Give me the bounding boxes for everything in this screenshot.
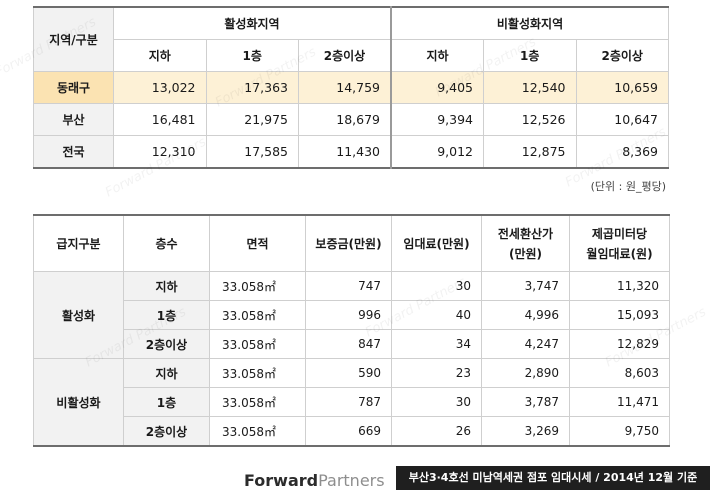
area-cell: 33.058㎡ xyxy=(209,329,306,359)
area-cell: 33.058㎡ xyxy=(209,358,306,388)
sub-header: 1층 xyxy=(483,39,577,72)
table-cell: 17,363 xyxy=(205,71,299,104)
jeonse-cell: 2,890 xyxy=(481,358,570,388)
caption-banner: 부산3·4호선 미남역세권 점포 임대시세 / 2014년 12월 기준 xyxy=(396,466,710,490)
group-label: 활성화 xyxy=(33,271,124,359)
rent-cell: 23 xyxy=(391,358,482,388)
sub-header: 2층이상 xyxy=(575,39,669,72)
table-row: 1층 33.058㎡ 996 40 4,996 15,093 xyxy=(34,300,670,330)
area-cell: 33.058㎡ xyxy=(209,387,306,417)
table-cell: 9,405 xyxy=(390,71,484,104)
per-m2-cell: 12,829 xyxy=(569,329,670,359)
sub-header: 지하 xyxy=(113,39,207,72)
deposit-cell: 747 xyxy=(305,271,392,301)
rent-cell: 30 xyxy=(391,387,482,417)
floor-label: 1층 xyxy=(123,387,210,417)
regional-rent-table: 지역/구분 활성화지역 비활성화지역 지하 1층 2층이상 지하 1층 2층이상… xyxy=(33,6,669,169)
table-cell: 16,481 xyxy=(113,103,207,136)
group-header-inactive: 비활성화지역 xyxy=(390,6,669,40)
region-label: 동래구 xyxy=(33,71,114,104)
floor-label: 지하 xyxy=(123,271,210,301)
col-header: 제곱미터당 월임대료(원) xyxy=(569,214,670,272)
floor-label: 2층이상 xyxy=(123,416,210,447)
per-m2-cell: 11,320 xyxy=(569,271,670,301)
table-cell: 12,875 xyxy=(483,135,577,169)
table-cell: 12,310 xyxy=(113,135,207,169)
table-row: 2층이상 33.058㎡ 847 34 4,247 12,829 xyxy=(34,329,670,359)
corner-label: 지역/구분 xyxy=(33,6,114,72)
table-cell: 9,394 xyxy=(390,103,484,136)
logo-light: Partners xyxy=(318,471,385,490)
logo-bold: Forward xyxy=(244,471,319,490)
table-cell: 10,659 xyxy=(575,71,669,104)
table-row: 부산 16,481 21,975 18,679 9,394 12,526 10,… xyxy=(33,103,669,136)
per-m2-cell: 9,750 xyxy=(569,416,670,447)
per-m2-cell: 11,471 xyxy=(569,387,670,417)
table-cell: 17,585 xyxy=(205,135,299,169)
area-cell: 33.058㎡ xyxy=(209,271,306,301)
table-row: 전국 12,310 17,585 11,430 9,012 12,875 8,3… xyxy=(33,135,669,169)
sub-header: 지하 xyxy=(390,39,484,72)
brand-logo: ForwardPartners xyxy=(244,471,385,490)
rent-cell: 40 xyxy=(391,300,482,330)
jeonse-cell: 3,747 xyxy=(481,271,570,301)
table-cell: 9,012 xyxy=(390,135,484,169)
floor-label: 1층 xyxy=(123,300,210,330)
deposit-cell: 669 xyxy=(305,416,392,447)
table-cell: 8,369 xyxy=(575,135,669,169)
deposit-cell: 787 xyxy=(305,387,392,417)
col-header: 보증금(만원) xyxy=(305,214,392,272)
region-label: 전국 xyxy=(33,135,114,169)
table-row: 동래구 13,022 17,363 14,759 9,405 12,540 10… xyxy=(33,71,669,104)
per-m2-cell: 8,603 xyxy=(569,358,670,388)
table-cell: 10,647 xyxy=(575,103,669,136)
region-label: 부산 xyxy=(33,103,114,136)
unit-note: (단위 : 원_평당) xyxy=(590,180,666,193)
col-header: 전세환산가 (만원) xyxy=(481,214,570,272)
footer: ForwardPartners 부산3·4호선 미남역세권 점포 임대시세 / … xyxy=(0,462,710,495)
per-m2-cell: 15,093 xyxy=(569,300,670,330)
jeonse-cell: 3,787 xyxy=(481,387,570,417)
table-row: 2층이상 33.058㎡ 669 26 3,269 9,750 xyxy=(33,416,670,447)
table-cell: 12,526 xyxy=(483,103,577,136)
deposit-cell: 847 xyxy=(305,329,392,359)
col-header: 면적 xyxy=(209,214,306,272)
table-row: 활성화 지하 33.058㎡ 747 30 3,747 11,320 xyxy=(33,271,670,359)
header-row: 급지구분 층수 면적 보증금(만원) 임대료(만원) 전세환산가 (만원) 제곱… xyxy=(33,214,670,272)
jeonse-cell: 3,269 xyxy=(481,416,570,447)
table-row: 1층 33.058㎡ 787 30 3,787 11,471 xyxy=(34,387,670,417)
table-cell: 21,975 xyxy=(205,103,299,136)
col-header: 급지구분 xyxy=(33,214,124,272)
col-header: 층수 xyxy=(123,214,210,272)
deposit-cell: 996 xyxy=(305,300,392,330)
floor-label: 지하 xyxy=(123,358,210,388)
sub-header: 1층 xyxy=(205,39,299,72)
rent-cell: 30 xyxy=(391,271,482,301)
table-cell: 11,430 xyxy=(298,135,392,169)
area-cell: 33.058㎡ xyxy=(209,300,306,330)
area-cell: 33.058㎡ xyxy=(209,416,306,447)
table-cell: 13,022 xyxy=(113,71,207,104)
deposit-cell: 590 xyxy=(305,358,392,388)
table-row: 비활성화 지하 33.058㎡ 590 23 2,890 8,603 xyxy=(33,358,670,447)
sub-header: 2층이상 xyxy=(298,39,392,72)
table-cell: 18,679 xyxy=(298,103,392,136)
rent-detail-table: 급지구분 층수 면적 보증금(만원) 임대료(만원) 전세환산가 (만원) 제곱… xyxy=(33,214,670,447)
group-header-active: 활성화지역 xyxy=(113,6,392,40)
jeonse-cell: 4,996 xyxy=(481,300,570,330)
jeonse-cell: 4,247 xyxy=(481,329,570,359)
rent-cell: 34 xyxy=(391,329,482,359)
table-cell: 14,759 xyxy=(298,71,392,104)
table-cell: 12,540 xyxy=(483,71,577,104)
rent-cell: 26 xyxy=(391,416,482,447)
group-label: 비활성화 xyxy=(33,358,124,447)
col-header: 임대료(만원) xyxy=(391,214,482,272)
floor-label: 2층이상 xyxy=(123,329,210,359)
